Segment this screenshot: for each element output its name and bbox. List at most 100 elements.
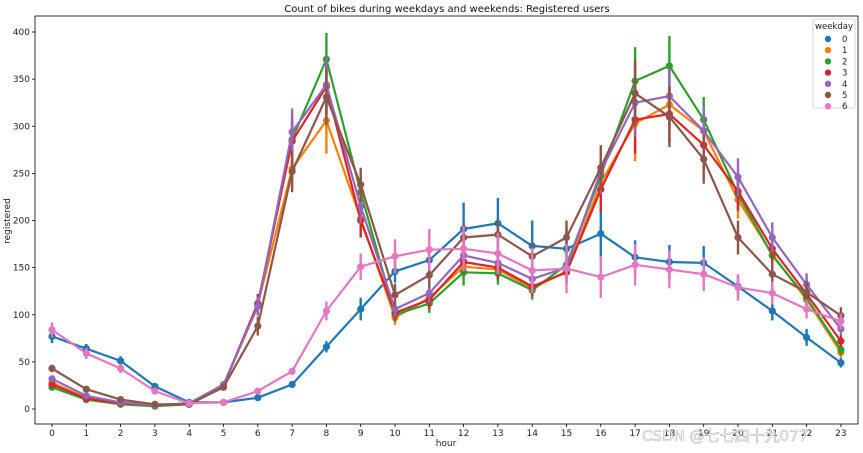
legend-box (812, 18, 856, 109)
data-point (48, 380, 56, 389)
data-point (185, 399, 193, 407)
legend-marker (824, 58, 832, 65)
legend-label: 2 (842, 57, 847, 67)
data-point (288, 367, 296, 375)
series-layer (48, 32, 845, 410)
x-tick-label: 6 (255, 429, 261, 439)
data-point (631, 89, 639, 97)
data-point (82, 349, 90, 357)
y-tick-label: 100 (13, 311, 30, 321)
series-2 (48, 32, 845, 410)
y-tick-label: 350 (13, 75, 30, 85)
data-point (117, 395, 125, 404)
y-axis: 0 50 100 150 200 250 300 350 400 (13, 28, 35, 415)
data-point (734, 173, 742, 181)
x-tick-label: 1 (83, 429, 89, 439)
plot-frame (34, 15, 859, 425)
data-point (48, 375, 56, 383)
x-tick-label: 2 (118, 429, 124, 439)
legend-label: 1 (842, 46, 847, 56)
x-tick-label: 3 (152, 429, 158, 439)
data-point (357, 305, 365, 313)
data-point (82, 385, 90, 393)
data-point (357, 263, 365, 271)
legend-marker (824, 103, 832, 110)
data-point (768, 289, 776, 297)
legend-marker (824, 35, 832, 43)
data-point (288, 128, 296, 136)
x-tick-label: 10 (389, 429, 401, 439)
legend-marker (824, 47, 832, 54)
x-tick-label: 5 (221, 429, 227, 439)
x-tick-label: 20 (732, 429, 744, 439)
series-3 (48, 58, 845, 409)
data-point (117, 364, 125, 373)
chart-title: Count of bikes during weekdays and weeke… (284, 4, 609, 15)
watermark: CSDN @七七四十九077 (642, 427, 808, 445)
data-point (768, 270, 776, 278)
data-point (837, 337, 845, 345)
data-point (357, 202, 365, 210)
legend-marker (824, 69, 832, 76)
data-point (82, 392, 90, 400)
series-5 (48, 59, 845, 408)
x-tick-label: 13 (492, 429, 503, 439)
data-point (803, 305, 811, 313)
y-tick-label: 250 (13, 169, 30, 179)
x-tick-label: 16 (595, 429, 607, 439)
data-point (425, 271, 433, 279)
y-tick-label: 200 (13, 217, 30, 227)
series-6 (48, 226, 845, 407)
x-tick-label: 12 (458, 429, 469, 439)
data-point (48, 364, 56, 373)
data-point (254, 387, 262, 395)
y-tick-label: 50 (19, 358, 31, 368)
legend-label: 3 (842, 69, 847, 79)
data-point (219, 383, 228, 391)
data-point (597, 273, 605, 281)
y-tick-label: 300 (13, 122, 30, 132)
legend-label: 5 (842, 91, 847, 101)
data-point (254, 322, 262, 330)
data-point (391, 291, 399, 299)
data-point (562, 233, 571, 242)
y-tick-label: 150 (13, 264, 30, 274)
data-point (597, 164, 605, 172)
data-point (391, 305, 399, 313)
data-point (734, 233, 742, 242)
legend-marker (824, 91, 832, 99)
series-line (51, 247, 842, 405)
data-point (254, 394, 262, 402)
legend-marker (824, 80, 832, 88)
series-4 (48, 56, 845, 409)
data-point (425, 289, 433, 297)
series-line (51, 58, 842, 408)
data-point (734, 283, 742, 292)
data-point (151, 387, 159, 395)
x-tick-label: 0 (49, 429, 55, 439)
data-point (597, 230, 605, 238)
x-tick-label: 17 (629, 429, 640, 439)
data-point (665, 62, 674, 70)
data-point (631, 261, 639, 269)
x-tick-label: 18 (664, 429, 676, 439)
legend-label: 4 (842, 80, 847, 90)
x-tick-label: 23 (835, 429, 846, 439)
legend-label: 0 (842, 35, 847, 45)
data-point (288, 380, 296, 389)
x-tick-label: 21 (767, 429, 778, 439)
series-0 (48, 197, 845, 407)
data-point (803, 288, 811, 296)
x-tick-label: 4 (186, 429, 192, 439)
data-point (837, 346, 845, 354)
data-point (700, 155, 708, 163)
series-line (51, 222, 842, 404)
data-point (528, 266, 536, 275)
data-point (665, 113, 674, 121)
data-point (494, 249, 502, 258)
y-axis-label: registered (3, 198, 13, 244)
x-axis-label: hour (436, 439, 457, 449)
x-tick-label: 22 (801, 429, 812, 439)
